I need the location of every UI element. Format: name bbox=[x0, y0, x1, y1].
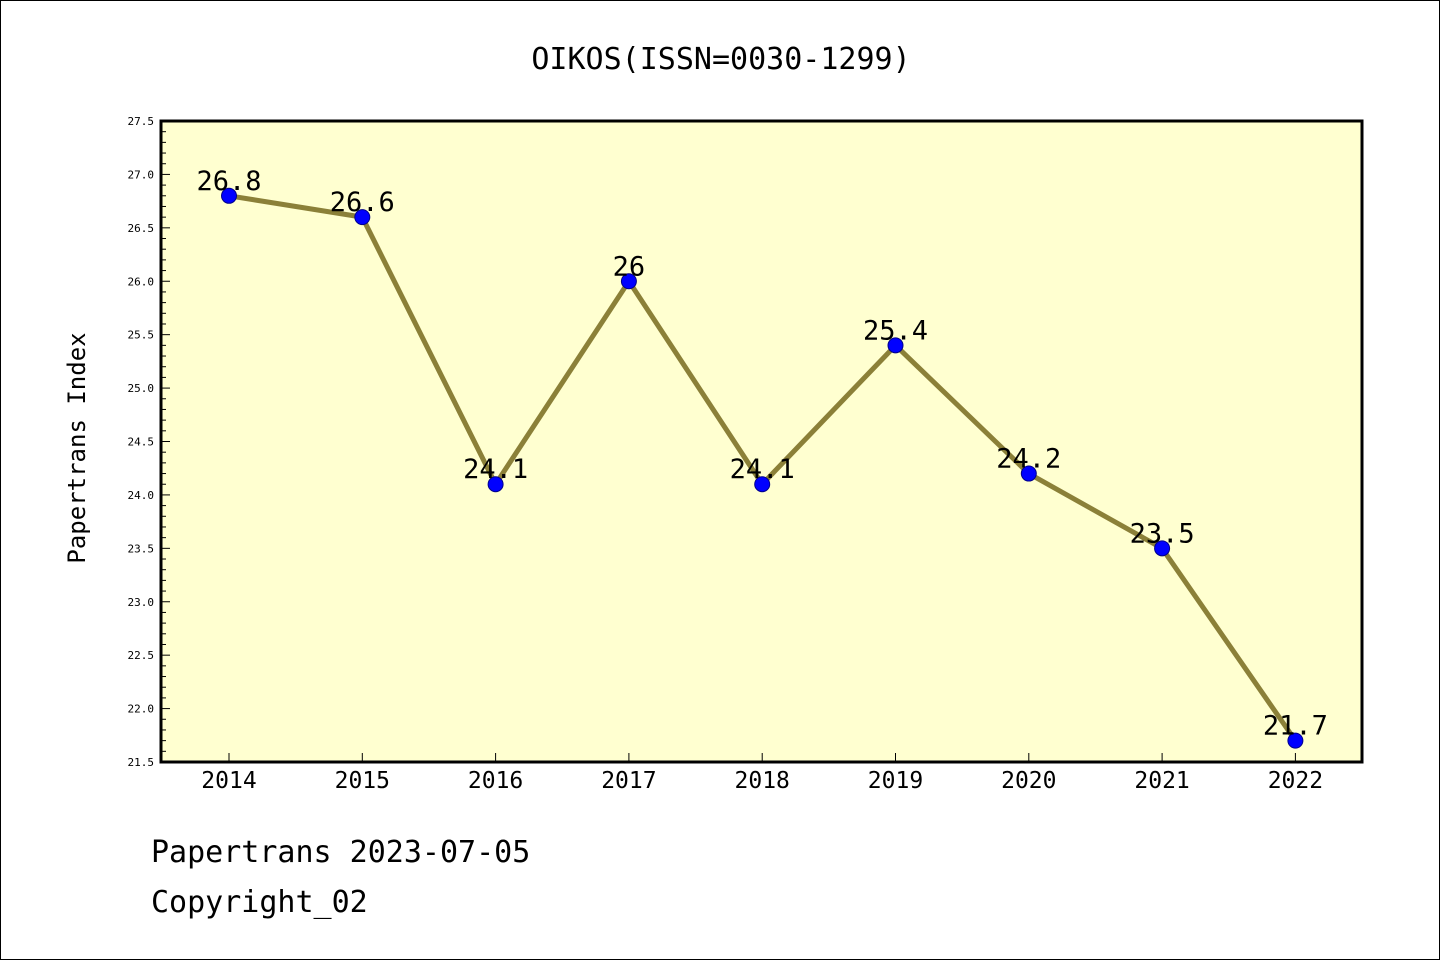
data-points bbox=[221, 187, 1304, 749]
y-axis-label: Papertrans Index bbox=[63, 332, 91, 563]
data-label: 24.2 bbox=[996, 444, 1061, 475]
data-point bbox=[620, 273, 637, 290]
data-label: 25.4 bbox=[863, 315, 928, 346]
x-tick-label: 2022 bbox=[1268, 768, 1323, 794]
footer-copyright-text: Copyright_02 bbox=[151, 885, 368, 920]
data-label: 24.1 bbox=[730, 454, 795, 485]
x-tick-label: 2015 bbox=[335, 768, 390, 794]
data-point bbox=[1020, 465, 1037, 482]
data-point bbox=[487, 476, 504, 493]
y-tick-label: 27.0 bbox=[128, 168, 155, 181]
data-label: 23.5 bbox=[1130, 518, 1195, 549]
data-labels: 26.8 26.6 24.1 26 24.1 25.4 24.2 23.5 21.7 bbox=[196, 166, 1327, 742]
x-axis-ticks: 2014 2015 2016 2017 2018 2019 2020 2021 2022 bbox=[201, 753, 1323, 794]
data-point bbox=[754, 476, 771, 493]
x-tick-label: 2016 bbox=[468, 768, 523, 794]
plot-area bbox=[161, 121, 1362, 762]
y-tick-label: 23.0 bbox=[128, 596, 155, 609]
data-label: 26.6 bbox=[330, 187, 395, 218]
y-tick-label: 25.0 bbox=[128, 382, 155, 395]
chart-title: OIKOS(ISSN=0030-1299) bbox=[531, 42, 910, 77]
y-tick-label: 25.5 bbox=[128, 329, 155, 342]
y-tick-label: 23.5 bbox=[128, 542, 155, 555]
y-tick-label: 26.0 bbox=[128, 275, 155, 288]
data-label: 21.7 bbox=[1263, 711, 1328, 742]
y-axis-ticks: 21.5 22.0 22.5 23.0 23.5 24.0 24.5 25.0 25.5 26.0… bbox=[128, 115, 170, 769]
x-tick-label: 2017 bbox=[601, 768, 656, 794]
x-tick-label: 2019 bbox=[868, 768, 923, 794]
y-tick-label: 27.5 bbox=[128, 115, 155, 128]
y-tick-label: 22.0 bbox=[128, 703, 155, 716]
plot-frame bbox=[159, 119, 1364, 764]
y-tick-label: 26.5 bbox=[128, 222, 155, 235]
data-point bbox=[354, 209, 371, 226]
footer-date-text: Papertrans 2023-07-05 bbox=[151, 835, 531, 870]
x-tick-label: 2014 bbox=[201, 768, 256, 794]
data-label: 26.8 bbox=[196, 166, 261, 197]
data-point bbox=[1287, 732, 1304, 749]
y-tick-label: 21.5 bbox=[128, 756, 155, 769]
data-point bbox=[221, 187, 237, 204]
y-tick-label: 24.0 bbox=[128, 489, 155, 502]
data-point bbox=[887, 337, 904, 354]
x-tick-label: 2018 bbox=[735, 768, 790, 794]
y-tick-label: 24.5 bbox=[128, 436, 155, 449]
data-point bbox=[1154, 540, 1171, 557]
x-tick-label: 2020 bbox=[1001, 768, 1056, 794]
data-label: 24.1 bbox=[463, 454, 528, 485]
data-label: 26 bbox=[613, 251, 646, 282]
x-tick-label: 2021 bbox=[1134, 768, 1189, 794]
y-tick-label: 22.5 bbox=[128, 649, 155, 662]
